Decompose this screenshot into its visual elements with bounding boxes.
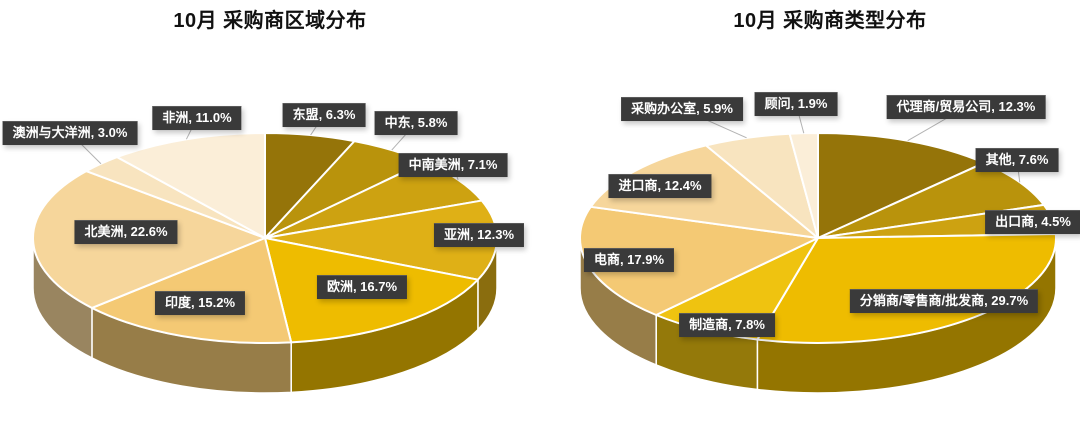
pie2-slice-label-1: 其他, 7.6%: [975, 148, 1059, 172]
pie2-slice-0: [817, 132, 986, 239]
pie1-slice-label-2: 中南美洲, 7.1%: [398, 153, 508, 177]
chart-title-buyer-type: 10月 采购商类型分布: [733, 10, 927, 32]
pie2-slice-label-7: 采购办公室, 5.9%: [621, 97, 743, 121]
pie2-slice-label-4: 制造商, 7.8%: [679, 313, 775, 337]
pie2-slice-label-8: 顾问, 1.9%: [754, 92, 838, 116]
pie1-slice-label-1: 中东, 5.8%: [374, 111, 458, 135]
chart-title-region: 10月 采购商区域分布: [173, 10, 367, 32]
pie1-slice-label-0: 东盟, 6.3%: [282, 103, 366, 127]
pie1-slice-label-6: 北美洲, 22.6%: [74, 220, 178, 244]
pie2-slice-label-5: 电商, 17.9%: [583, 248, 675, 272]
pie1-slice-label-5: 印度, 15.2%: [154, 291, 246, 315]
pie1-slice-5: [90, 237, 293, 344]
pie1-slice-label-8: 非洲, 11.0%: [152, 106, 242, 130]
pie1-slice-label-3: 亚洲, 12.3%: [433, 223, 525, 247]
pie2-slice-label-6: 进口商, 12.4%: [608, 174, 712, 198]
pie2-slice-label-2: 出口商, 4.5%: [985, 210, 1080, 234]
pie2-slice-label-3: 分销商/零售商/批发商, 29.7%: [849, 289, 1039, 313]
pie2-slice-3: [756, 233, 1057, 344]
pie1-slice-label-7: 澳洲与大洋洲, 3.0%: [2, 121, 138, 145]
pie1-slice-label-4: 欧洲, 16.7%: [316, 275, 408, 299]
pie1-slice-8: [116, 132, 266, 239]
pie2-slice-label-0: 代理商/贸易公司, 12.3%: [886, 95, 1046, 119]
